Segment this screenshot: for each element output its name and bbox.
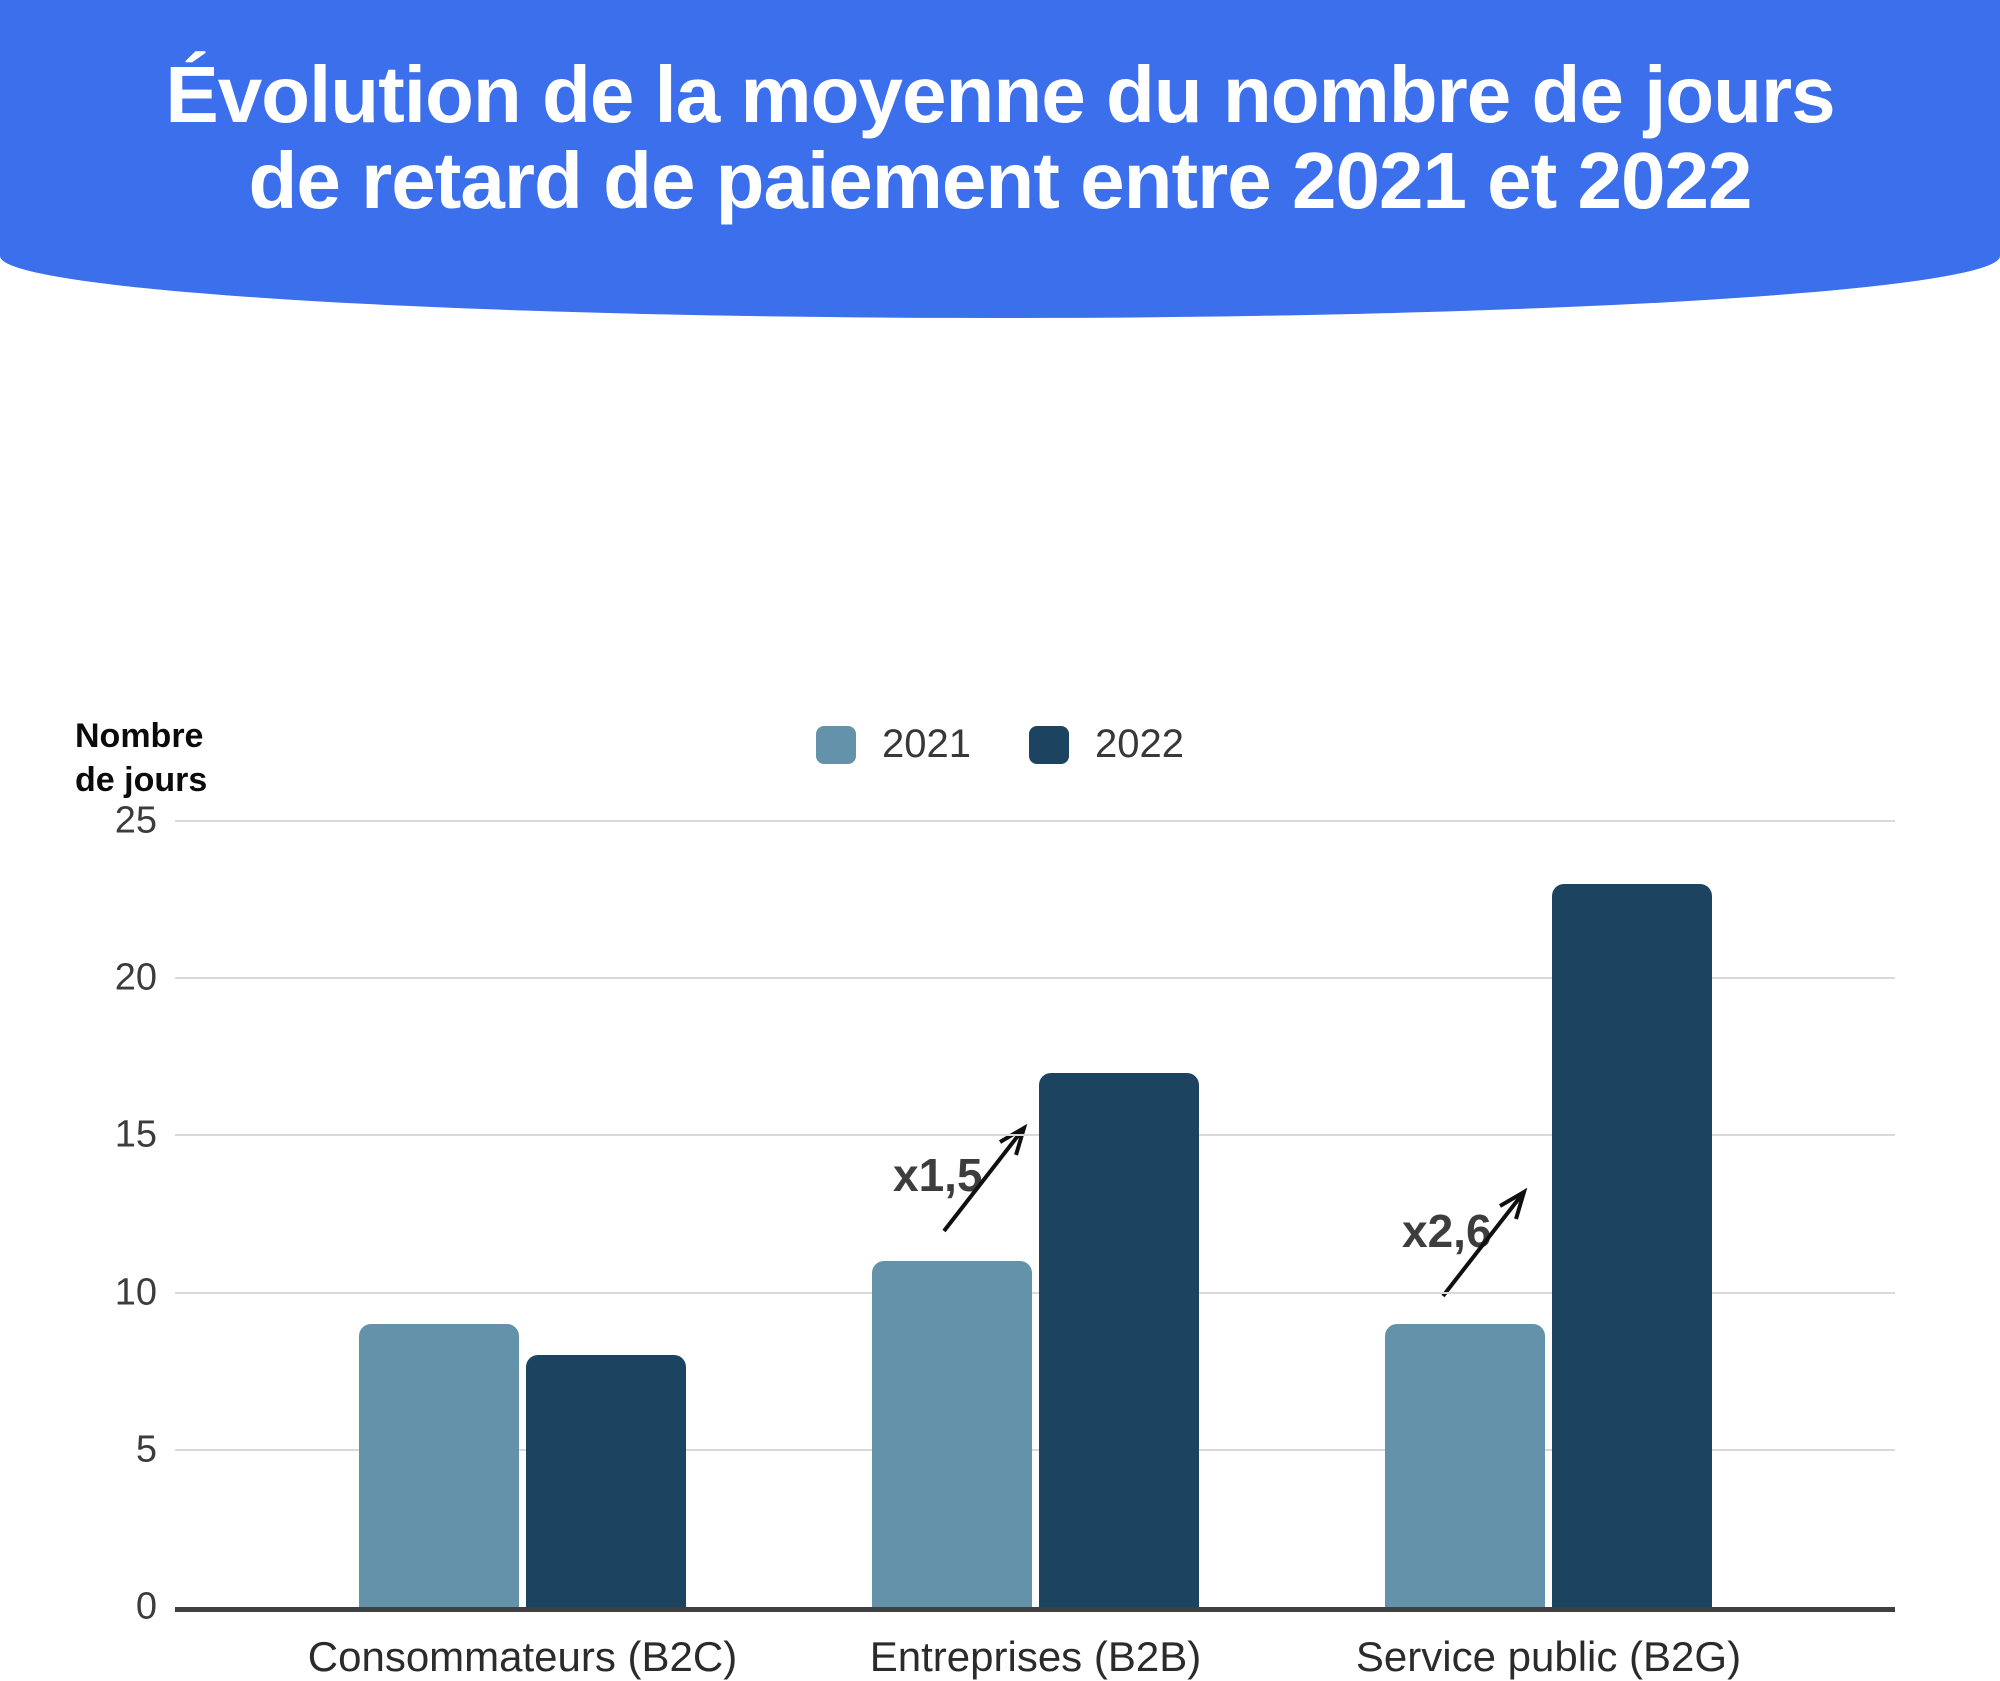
page-title: Évolution de la moyenne du nombre de jou… xyxy=(0,52,2000,224)
page-title-line-1: Évolution de la moyenne du nombre de jou… xyxy=(165,50,1835,139)
plot-area: x1,5 x2,6 0 5 10 15 20 25 Consommateurs (B2C) E… xyxy=(115,800,1895,1680)
legend: 2021 2022 xyxy=(0,722,2000,767)
bar-group-1: Consommateurs (B2C) xyxy=(308,826,737,1680)
x-category-label-2: Entreprises (B2B) xyxy=(869,1633,1202,1680)
legend-swatch-2021-icon xyxy=(816,725,857,764)
growth-arrow-b2g-icon xyxy=(1441,1187,1528,1298)
page-title-line-2: de retard de paiement entre 2021 et 2022 xyxy=(248,136,1753,225)
chart-area: Nombre de jours 2021 2022 x1,5 x2,6 0 5 10… xyxy=(0,318,2000,1680)
gridline-20 xyxy=(175,977,1895,980)
gridline-15 xyxy=(175,1134,1895,1137)
legend-label-2021: 2021 xyxy=(882,722,971,766)
header-banner: Évolution de la moyenne du nombre de jou… xyxy=(0,0,2000,318)
bar-2022-category-1 xyxy=(526,1355,686,1607)
x-category-label-3: Service public (B2G) xyxy=(1355,1633,1742,1680)
x-category-label-1: Consommateurs (B2C) xyxy=(307,1633,738,1680)
bar-2022-category-3 xyxy=(1552,883,1712,1607)
legend-label-2022: 2022 xyxy=(1095,722,1184,766)
gridline-10 xyxy=(175,1291,1895,1294)
y-axis-title-line-1: Nombre xyxy=(75,717,204,755)
bar-2021-category-1 xyxy=(359,1324,519,1607)
bar-group-3: Service public (B2G) xyxy=(1356,826,1741,1680)
y-tick-label-10: 10 xyxy=(114,1271,157,1314)
y-tick-label-20: 20 xyxy=(114,956,157,999)
bar-2021-category-3 xyxy=(1385,1324,1545,1607)
annotation-label-x1-5: x1,5 xyxy=(893,1149,983,1201)
gridline-25 xyxy=(175,820,1895,822)
annotation-label-x2-6: x2,6 xyxy=(1402,1205,1492,1257)
y-tick-label-25: 25 xyxy=(114,799,157,842)
legend-item-2022: 2022 xyxy=(1029,722,1184,767)
y-axis-title: Nombre de jours xyxy=(75,714,207,802)
y-tick-label-5: 5 xyxy=(135,1428,157,1471)
y-axis-title-line-2: de jours xyxy=(75,761,208,799)
bar-2021-category-2 xyxy=(872,1261,1032,1607)
legend-swatch-2022-icon xyxy=(1029,725,1069,764)
growth-arrow-b2b-icon xyxy=(942,1123,1028,1233)
y-tick-label-0: 0 xyxy=(135,1585,157,1628)
bar-2022-category-2 xyxy=(1039,1072,1199,1607)
y-tick-label-15: 15 xyxy=(114,1113,157,1156)
legend-item-2021: 2021 xyxy=(816,722,971,767)
bar-group-2: Entreprises (B2B) xyxy=(870,826,1201,1680)
